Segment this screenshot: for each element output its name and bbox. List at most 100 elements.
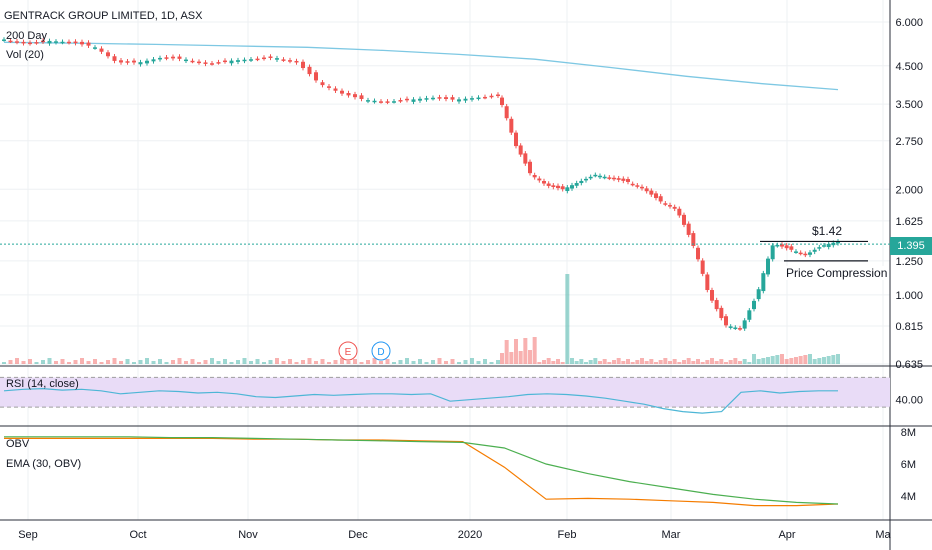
volume-bar <box>747 362 752 364</box>
volume-bar <box>542 360 546 364</box>
candle-body <box>457 99 461 102</box>
volume-bar <box>489 362 494 364</box>
candle-body <box>738 328 742 330</box>
candle-body <box>366 100 370 102</box>
volume-bar <box>197 362 201 364</box>
y-tick-label: 1.000 <box>895 290 923 302</box>
volume-bar <box>738 361 742 364</box>
candle-body <box>476 97 481 100</box>
volume-bar <box>504 340 509 364</box>
volume-bar <box>752 354 756 364</box>
candle-body <box>780 244 784 247</box>
candle-body <box>710 290 714 301</box>
ema-series-line <box>4 436 839 505</box>
ma-legend: 200 Day <box>6 30 47 42</box>
volume-bar <box>262 362 266 364</box>
x-tick-label: Ma <box>875 529 891 541</box>
volume-bar <box>612 360 616 364</box>
volume-bar <box>584 362 588 364</box>
volume-bar <box>588 360 593 364</box>
volume-bar <box>80 358 84 364</box>
volume-bar <box>359 362 364 364</box>
rsi-tick-label: 40.00 <box>895 395 923 407</box>
volume-bar <box>537 362 542 364</box>
candle-body <box>542 180 546 184</box>
candle-body <box>742 320 747 329</box>
candle-body <box>132 60 136 63</box>
x-tick-label: Nov <box>238 529 258 541</box>
x-tick-label: 2020 <box>458 529 482 541</box>
candle-body <box>640 186 644 189</box>
event-marker-circle <box>371 341 391 361</box>
candle-body <box>700 260 705 274</box>
candle-body <box>775 244 780 247</box>
candle-body <box>588 176 593 179</box>
candle-body <box>106 52 110 57</box>
volume-bar <box>528 350 532 364</box>
volume-bar <box>761 358 766 364</box>
candle-body <box>314 72 318 81</box>
volume-bar <box>635 360 640 364</box>
candle-body <box>483 96 487 99</box>
candle-body <box>190 60 195 63</box>
y-tick-label: 1.250 <box>895 256 923 268</box>
candle-body <box>719 307 724 319</box>
volume-bar <box>789 358 794 364</box>
volume-bar <box>579 359 584 364</box>
obv-legend: OBV <box>6 438 30 450</box>
candle-body <box>812 249 817 252</box>
candle-body <box>649 190 654 195</box>
volume-bar <box>255 359 260 364</box>
candle-body <box>21 41 26 44</box>
candle-body <box>418 98 422 101</box>
candle-body <box>644 188 649 192</box>
candle-body <box>682 214 686 225</box>
candle-body <box>696 247 700 260</box>
volume-bar <box>496 360 500 364</box>
candle-body <box>184 59 188 62</box>
candle-body <box>164 57 169 59</box>
candle-body <box>668 205 672 207</box>
volume-bar <box>696 359 700 364</box>
volume-bar <box>8 360 13 364</box>
candle-body <box>514 132 518 147</box>
candle-body <box>145 60 149 64</box>
candle-body <box>320 82 325 86</box>
candle-body <box>579 180 584 184</box>
candle-body <box>574 183 579 186</box>
volume-bar <box>67 362 71 364</box>
candle-body <box>598 175 602 178</box>
volume-bar <box>574 361 579 364</box>
volume-bar <box>47 358 52 364</box>
candle-body <box>262 57 266 60</box>
candle-body <box>504 106 509 119</box>
candle-body <box>565 187 570 192</box>
y-tick-label: 4.500 <box>895 61 923 73</box>
volume-bar <box>307 358 312 364</box>
candle-body <box>86 42 91 46</box>
candle-body <box>654 193 658 199</box>
candle-body <box>630 183 635 186</box>
candle-body <box>537 178 542 181</box>
candle-body <box>463 98 468 101</box>
candle-body <box>626 179 630 182</box>
volume-bar <box>602 359 607 364</box>
volume-bar <box>366 360 370 364</box>
volume-bar <box>379 361 383 364</box>
volume-bar <box>775 355 780 364</box>
volume-bar <box>546 358 551 364</box>
candle-body <box>99 48 104 52</box>
candle-body <box>392 101 396 103</box>
candle-body <box>34 42 39 44</box>
x-axis: Sep Oct Nov Dec 2020 Feb Mar Apr Ma <box>18 529 891 541</box>
grid <box>0 0 890 520</box>
candle-body <box>770 245 775 260</box>
volume-bar <box>803 355 808 364</box>
volume-bar <box>340 358 344 364</box>
volume-bar <box>560 362 565 364</box>
candle-body <box>766 258 770 275</box>
volume-bar <box>418 359 422 364</box>
volume-bar <box>294 362 299 364</box>
volume-bar <box>607 362 612 364</box>
